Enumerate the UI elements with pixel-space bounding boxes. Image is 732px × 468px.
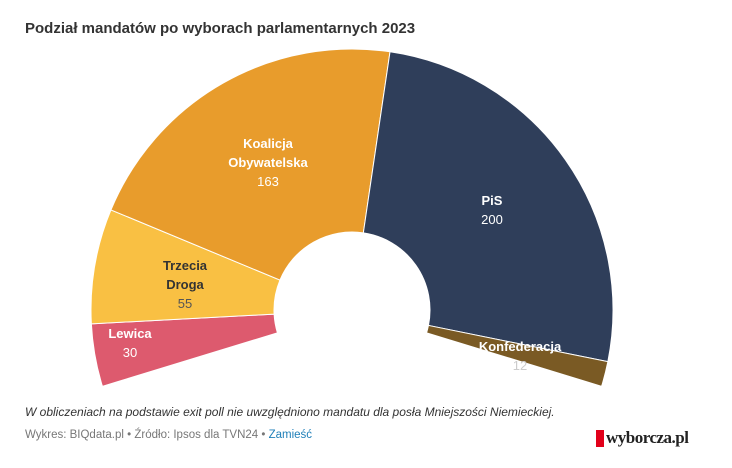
chart-title: Podział mandatów po wyborach parlamentar… (25, 20, 416, 37)
segment-konfederacja[interactable] (425, 324, 609, 387)
segment-label-konfederacja: Konfederacja (479, 339, 562, 354)
source-text: Wykres: BIQdata.pl • Źródło: Ipsos dla T… (25, 429, 269, 441)
segment-label-koalicja-obywatelska: Koalicja (243, 136, 294, 151)
footnote: W obliczeniach na podstawie exit poll ni… (25, 405, 555, 419)
segment-label-pis: PiS (482, 193, 503, 208)
segment-label-trzecia-droga: Trzecia (163, 258, 208, 273)
segment-label-koalicja-obywatelska: Obywatelska (228, 155, 308, 170)
segment-lewica[interactable] (90, 313, 279, 387)
segment-label-trzecia-droga: Droga (166, 277, 204, 292)
segment-value-pis: 200 (481, 212, 503, 227)
segment-label-lewica: Lewica (108, 326, 152, 341)
segment-pis[interactable] (362, 51, 614, 363)
wyborcza-logo[interactable]: wyborcza.pl (596, 428, 689, 448)
segment-koalicja-obywatelska[interactable] (110, 48, 391, 281)
logo-text: wyborcza.pl (606, 428, 689, 447)
segment-value-trzecia-droga: 55 (178, 296, 192, 311)
logo-red-bar-icon (596, 429, 604, 447)
segment-value-lewica: 30 (123, 345, 137, 360)
segment-value-konfederacja: 12 (513, 358, 527, 373)
source-line: Wykres: BIQdata.pl • Źródło: Ipsos dla T… (25, 429, 312, 441)
segment-value-koalicja-obywatelska: 163 (257, 174, 279, 189)
embed-link[interactable]: Zamieść (268, 429, 313, 441)
